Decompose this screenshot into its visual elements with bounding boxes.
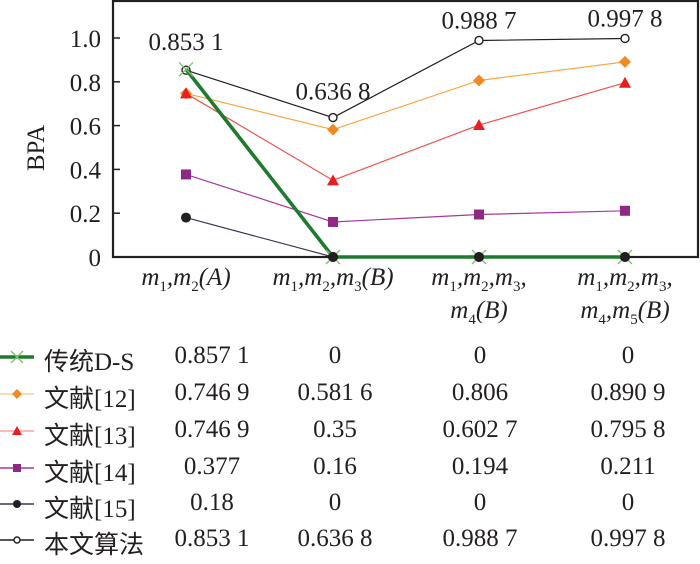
x-category-label: m1​,m2​,m3​(B): [272, 264, 393, 295]
series-3: [180, 76, 631, 186]
legend-label: 文献[12]: [44, 386, 136, 413]
legend-label: 传统D-S: [44, 349, 135, 376]
x-category-label: m1​,m2​,m3​,: [577, 264, 672, 295]
legend-label: 文献[15]: [44, 496, 136, 523]
x-category-label: m4​,m5​(B): [580, 297, 669, 328]
diamond-marker: [12, 389, 22, 399]
legend-row: 传统D-S 0.857 1 0 0 0: [0, 340, 700, 376]
table-cell: 0: [328, 342, 342, 369]
circle-marker: [181, 212, 191, 223]
y-tick-label: 0.6: [70, 114, 101, 141]
y-tick-label: 0.8: [70, 70, 101, 97]
square-marker: [620, 205, 630, 216]
series-line: [184, 68, 625, 259]
circle-marker: [474, 252, 484, 262]
legend-row: 文献[13] 0.746 9 0.35 0.602 7 0.795 8: [0, 414, 700, 450]
series-4: [181, 169, 630, 227]
table-cell: 0: [621, 342, 635, 369]
table-cell: 0.194: [451, 453, 509, 480]
circle-marker: [328, 252, 338, 262]
diamond-marker: [619, 55, 631, 68]
series-line: [185, 61, 626, 131]
legend-symbol: [0, 536, 34, 544]
table-cell: 0.795 8: [590, 416, 666, 443]
x-marker: [10, 350, 24, 364]
legend-row: 文献[15] 0.18 0 0 0: [0, 487, 700, 523]
table-cell: 0: [328, 489, 342, 516]
table-cell: 0.806: [451, 379, 509, 406]
data-label: 0.988 7: [442, 7, 517, 34]
open-circle-marker: [474, 35, 484, 46]
series-layer: [178, 33, 633, 265]
open-circle-marker: [13, 536, 21, 544]
triangle-marker: [473, 119, 485, 131]
x-category-label: m1​,m2​,m3​,: [431, 264, 526, 295]
table-cell: 0: [473, 489, 487, 516]
table-cell: 0.988 7: [442, 525, 518, 552]
table-cell: 0.746 9: [174, 416, 250, 443]
table-cell: 0.636 8: [297, 525, 373, 552]
x-category-label: m1​,m2​(A): [141, 264, 230, 295]
y-tick-label: 0.2: [70, 201, 101, 228]
data-label: 0.636 8: [296, 79, 371, 106]
legend-row: 文献[12] 0.746 9 0.581 6 0.806 0.890 9: [0, 377, 700, 413]
table-cell: 0.857 1: [174, 342, 250, 369]
table-cell: 0.211: [600, 453, 656, 480]
series-5-overlay: [328, 252, 630, 262]
table-cell: 0.581 6: [297, 379, 373, 406]
square-marker: [181, 169, 191, 180]
data-label: 0.853 1: [149, 29, 224, 56]
table-cell: 0.890 9: [590, 379, 666, 406]
diamond-marker: [327, 123, 339, 136]
y-tick-label: 0: [89, 245, 102, 272]
legend-symbol: [0, 426, 34, 435]
square-marker: [13, 464, 21, 472]
legend-symbol: [0, 389, 34, 399]
series-2: [180, 55, 631, 136]
legend-row: 文献[14] 0.377 0.16 0.194 0.211: [0, 451, 700, 487]
open-circle-marker: [620, 33, 630, 44]
square-marker: [328, 216, 338, 227]
table-cell: 0.18: [190, 489, 234, 516]
table-cell: 0: [621, 489, 635, 516]
table-cell: 0.746 9: [174, 379, 250, 406]
series-line: [185, 37, 626, 119]
series-line: [185, 173, 626, 223]
circle-marker: [13, 500, 21, 508]
table-cell: 0: [473, 342, 487, 369]
legend-label: 文献[13]: [44, 423, 136, 450]
table-cell: 0.35: [313, 416, 357, 443]
legend-label: 本文算法: [44, 532, 145, 559]
x-marker: [178, 61, 194, 77]
table-cell: 0.853 1: [174, 525, 250, 552]
legend-symbol: [0, 500, 34, 508]
triangle-marker: [12, 426, 22, 435]
line-chart: 00.20.40.60.81.0 0.853 10.636 80.988 7 0.…: [23, 0, 700, 328]
table-cell: 0.997 8: [590, 525, 666, 552]
triangle-marker: [619, 76, 631, 88]
open-circle-marker: [328, 112, 338, 123]
x-category-label: m4​(B): [450, 297, 507, 328]
triangle-marker: [180, 87, 192, 99]
legend-label: 文献[14]: [44, 460, 136, 487]
circle-marker: [620, 252, 630, 262]
diamond-marker: [473, 74, 485, 87]
series-line: [185, 82, 626, 182]
table-cell: 0.16: [313, 453, 357, 480]
series-5: [181, 212, 630, 262]
x-axis-categories: m1​,m2​(A)m1​,m2​,m3​(B)m1​,m2​,m3​,m4​(…: [141, 264, 672, 328]
triangle-marker: [327, 174, 339, 186]
legend-row: 本文算法 0.853 1 0.636 8 0.988 7 0.997 8: [0, 523, 700, 559]
y-tick-label: 1.0: [70, 26, 101, 53]
legend-symbol: [0, 464, 34, 472]
y-tick-label: 0.4: [70, 157, 102, 184]
square-marker: [474, 209, 484, 220]
legend-symbol: [0, 350, 34, 364]
table-cell: 0.602 7: [442, 416, 518, 443]
data-label: 0.997 8: [588, 5, 663, 32]
annotations: 0.853 1 0.636 8 0.988 7 0.997 8: [149, 5, 663, 105]
series-line: [185, 217, 625, 258]
table-cell: 0.377: [183, 453, 241, 480]
y-axis-label: BPA: [23, 125, 50, 171]
